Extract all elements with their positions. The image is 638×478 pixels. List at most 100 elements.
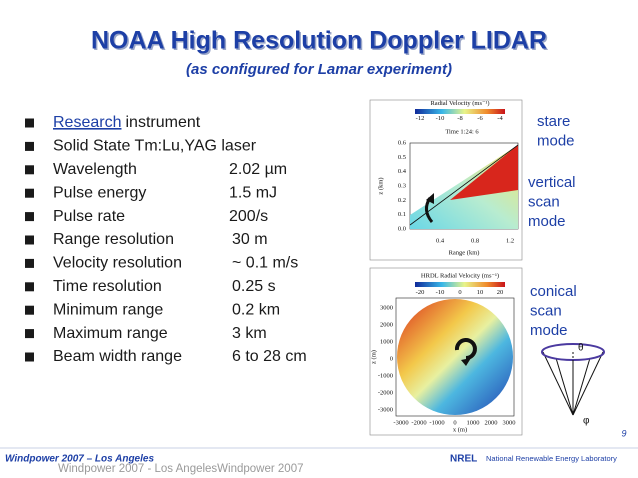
bullet-label: Minimum range (53, 301, 163, 318)
y-tick-label: 0.4 (398, 168, 407, 175)
y-tick-label: 3000 (380, 304, 393, 311)
x-tick-label: 3000 (503, 419, 516, 426)
bullet-marker (25, 329, 34, 339)
stare-plot (369, 99, 523, 261)
colorbar (415, 109, 505, 114)
bullet-label: Wavelength (53, 161, 137, 178)
velocity-field (410, 145, 518, 229)
bullet-text: Research instrument (53, 114, 201, 131)
mode-labels: stare mode vertical scan mode conical scan mode (528, 113, 577, 339)
y-tick-label: 0.2 (398, 197, 406, 204)
y-tick-label: 0.5 (398, 154, 406, 161)
y-tick-label: 0.3 (398, 182, 406, 189)
cone-diagram (541, 343, 605, 416)
logo-text: National Renewable Energy Laboratory (486, 454, 617, 463)
mode-label: mode (537, 132, 575, 149)
bullet-value: 0.25 s (232, 278, 276, 295)
x-tick-label: 2000 (485, 419, 498, 426)
x-axis-label: x (m) (453, 426, 467, 433)
x-tick-label: 0 (453, 419, 456, 426)
colorbar-tick: -10 (436, 289, 445, 296)
bullet-value: ~ 0.1 m/s (232, 255, 298, 272)
bullet-value: 0.2 km (232, 301, 280, 318)
bullet-link: Research (53, 114, 121, 131)
scan-arrow (454, 338, 477, 360)
plot-title: HRDL Radial Velocity (ms⁻¹) (421, 272, 499, 279)
bullet-label: Velocity resolution (53, 255, 182, 272)
footer: Windpower 2007 – Los Angeles (5, 454, 154, 465)
beam (542, 351, 574, 416)
bullet-label: Maximum range (53, 325, 168, 342)
phi: φ (583, 416, 590, 427)
x-tick-label: 0.8 (471, 237, 479, 244)
logo-mark: NREL (450, 454, 477, 465)
y-tick-label: -2000 (378, 389, 393, 396)
scan-disk (397, 299, 513, 415)
bullet-marker (25, 235, 34, 245)
conical-plot (369, 267, 523, 436)
bullet-marker (25, 305, 34, 315)
y-axis-label: z (m) (370, 350, 377, 364)
x-tick-label: -2000 (411, 419, 426, 426)
mode-label: mode (528, 213, 566, 230)
bullet-list: Research instrument Solid State Tm:Lu,YAG … (25, 114, 307, 365)
arrow-head (426, 193, 434, 204)
mode-label: scan (530, 302, 562, 319)
bullet-label: Time resolution (53, 278, 162, 295)
y-tick-label: -1000 (378, 372, 393, 379)
bullet-marker (25, 188, 34, 198)
bullet-marker (25, 282, 34, 292)
y-tick-label: 0.6 (398, 139, 407, 146)
colorbar-tick: -4 (497, 115, 503, 122)
x-tick-label: -1000 (429, 419, 444, 426)
mode-label: stare (537, 113, 570, 130)
x-axis-label: Range (km) (449, 249, 480, 256)
mode-label: scan (528, 193, 560, 210)
subtitle: (as configured for Lamar experiment) (186, 61, 452, 78)
x-tick-label: 0.4 (436, 237, 445, 244)
theta: θ (578, 343, 584, 354)
y-axis-label: z (km) (377, 177, 384, 194)
bullet-marker (25, 165, 34, 175)
bullet-value: 200/s (229, 208, 268, 225)
bullet-value: 3 km (232, 325, 267, 342)
bullet-value: 1.5 mJ (229, 184, 277, 201)
velocity-field (450, 145, 518, 200)
beam (572, 351, 604, 416)
beam (555, 357, 574, 416)
bullet-marker (25, 258, 34, 268)
bullet-marker (25, 118, 34, 128)
colorbar-tick: 10 (477, 289, 484, 296)
mode-label: mode (530, 322, 568, 339)
colorbar-tick: -20 (416, 289, 425, 296)
bullet-marker (25, 212, 34, 222)
bullet-value: 6 to 28 cm (232, 348, 307, 365)
colorbar-tick: -10 (436, 115, 445, 122)
y-tick-label: 0.0 (398, 225, 406, 232)
y-tick-label: -3000 (378, 406, 393, 413)
page-number: 9 (621, 428, 626, 438)
y-tick-label: 0.1 (398, 211, 406, 218)
plot-title: Radial Velocity (ms⁻¹) (430, 100, 489, 107)
bullet-label: Beam width range (53, 348, 182, 365)
colorbar-tick: 20 (497, 289, 504, 296)
colorbar (415, 282, 505, 287)
mode-label: vertical (528, 174, 576, 191)
y-tick-label: 2000 (380, 321, 393, 328)
x-tick-label: 1.2 (506, 237, 514, 244)
colorbar-tick: 0 (458, 289, 461, 296)
colorbar-tick: -6 (477, 115, 483, 122)
plot-time: Time 1:24: 6 (445, 128, 479, 135)
bullet-value: 30 m (232, 231, 268, 248)
bullet-marker (25, 352, 34, 362)
title-shadow: NOAA High Resolution Doppler LIDAR (93, 28, 549, 56)
bullet-label: instrument (125, 114, 200, 131)
beam (572, 357, 591, 416)
mode-label: conical (530, 283, 577, 300)
bullet-label: Range resolution (53, 231, 174, 248)
plot-area (395, 297, 515, 417)
y-tick-label: 1000 (380, 338, 393, 345)
bullet-label: Solid State Tm:Lu,YAG laser (53, 138, 257, 155)
colorbar-tick: -8 (457, 115, 462, 122)
